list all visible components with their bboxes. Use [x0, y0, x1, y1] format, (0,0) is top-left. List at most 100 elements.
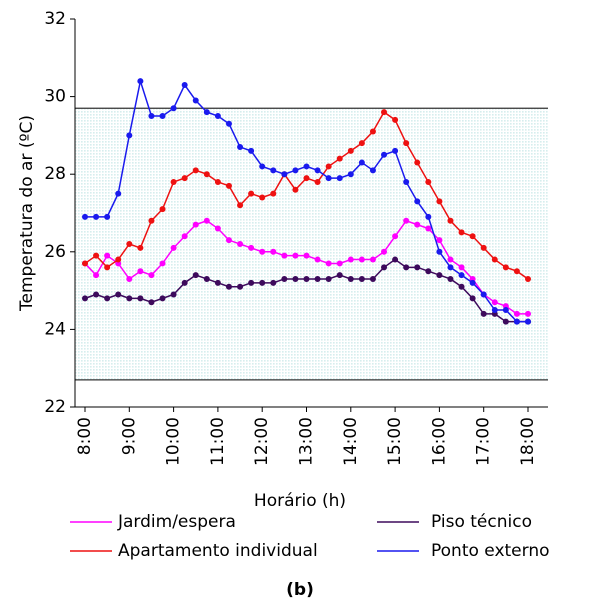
data-point: [192, 97, 199, 104]
data-point: [104, 213, 111, 220]
data-point: [237, 202, 244, 209]
data-point: [248, 190, 255, 197]
data-point: [403, 178, 410, 185]
data-point: [104, 264, 111, 271]
data-point: [314, 275, 321, 282]
data-point: [369, 128, 376, 135]
data-point: [82, 260, 88, 267]
data-point: [225, 182, 232, 189]
data-point: [336, 155, 343, 162]
x-tick-label: 10:00: [164, 417, 184, 466]
data-point: [259, 248, 266, 255]
x-tick-label: 12:00: [252, 417, 272, 466]
legend-label: Ponto externo: [431, 541, 550, 561]
y-tick-label: 24: [44, 319, 66, 339]
data-point: [414, 159, 421, 166]
data-point: [248, 279, 255, 286]
data-point: [203, 217, 210, 224]
x-tick-label: 17:00: [474, 417, 494, 466]
data-point: [447, 256, 454, 263]
data-point: [148, 299, 155, 306]
data-point: [369, 167, 376, 174]
comfort-band: [75, 108, 548, 380]
data-point: [104, 295, 111, 302]
data-point: [480, 310, 487, 317]
data-point: [458, 272, 465, 279]
data-point: [336, 175, 343, 182]
data-point: [314, 256, 321, 263]
data-point: [392, 116, 399, 123]
data-point: [358, 256, 365, 263]
x-tick-label: 18:00: [518, 417, 538, 466]
data-point: [292, 252, 299, 259]
data-point: [93, 213, 100, 220]
data-point: [270, 279, 277, 286]
data-point: [237, 241, 244, 248]
data-point: [358, 159, 365, 166]
data-point: [170, 105, 177, 112]
data-point: [403, 140, 410, 147]
legend-label: Apartamento individual: [118, 541, 318, 561]
data-point: [148, 272, 155, 279]
data-point: [181, 279, 188, 286]
data-point: [458, 264, 465, 271]
data-point: [525, 318, 531, 325]
data-point: [502, 264, 509, 271]
data-point: [425, 268, 432, 275]
data-point: [469, 295, 476, 302]
data-point: [336, 260, 343, 267]
y-tick-label: 22: [44, 397, 66, 417]
data-point: [502, 307, 509, 313]
data-point: [392, 233, 399, 240]
data-point: [392, 256, 399, 263]
data-point: [303, 163, 310, 170]
data-point: [214, 113, 221, 119]
data-point: [480, 291, 487, 298]
data-point: [392, 147, 399, 154]
data-point: [148, 113, 155, 119]
data-point: [491, 256, 498, 263]
data-point: [93, 252, 100, 259]
data-point: [325, 163, 332, 170]
data-point: [281, 171, 288, 178]
data-point: [225, 283, 232, 290]
data-point: [259, 194, 266, 201]
data-point: [513, 318, 520, 325]
x-tick-label: 13:00: [297, 417, 317, 466]
data-point: [414, 264, 421, 271]
data-point: [369, 275, 376, 282]
data-point: [270, 248, 277, 255]
data-point: [347, 275, 354, 282]
x-tick-label: 9:00: [119, 417, 139, 455]
data-point: [314, 167, 321, 174]
data-point: [491, 307, 498, 313]
data-point: [414, 198, 421, 205]
data-point: [347, 147, 354, 154]
data-point: [170, 178, 177, 185]
data-point: [148, 217, 155, 224]
legend-label: Piso técnico: [431, 512, 532, 532]
data-point: [358, 275, 365, 282]
data-point: [303, 252, 310, 259]
data-point: [126, 241, 133, 248]
data-point: [347, 171, 354, 178]
data-point: [104, 252, 111, 259]
data-point: [414, 221, 421, 228]
data-point: [137, 244, 144, 251]
data-point: [314, 178, 321, 185]
data-point: [192, 272, 199, 279]
data-point: [425, 213, 432, 220]
data-point: [469, 279, 476, 286]
data-point: [225, 237, 232, 244]
data-point: [436, 198, 443, 205]
x-tick-label: 16:00: [429, 417, 449, 466]
data-point: [259, 163, 266, 170]
data-point: [502, 318, 509, 325]
data-point: [458, 283, 465, 290]
data-point: [358, 140, 365, 147]
data-point: [126, 275, 133, 282]
data-point: [436, 272, 443, 279]
data-point: [491, 299, 498, 306]
data-point: [292, 167, 299, 174]
